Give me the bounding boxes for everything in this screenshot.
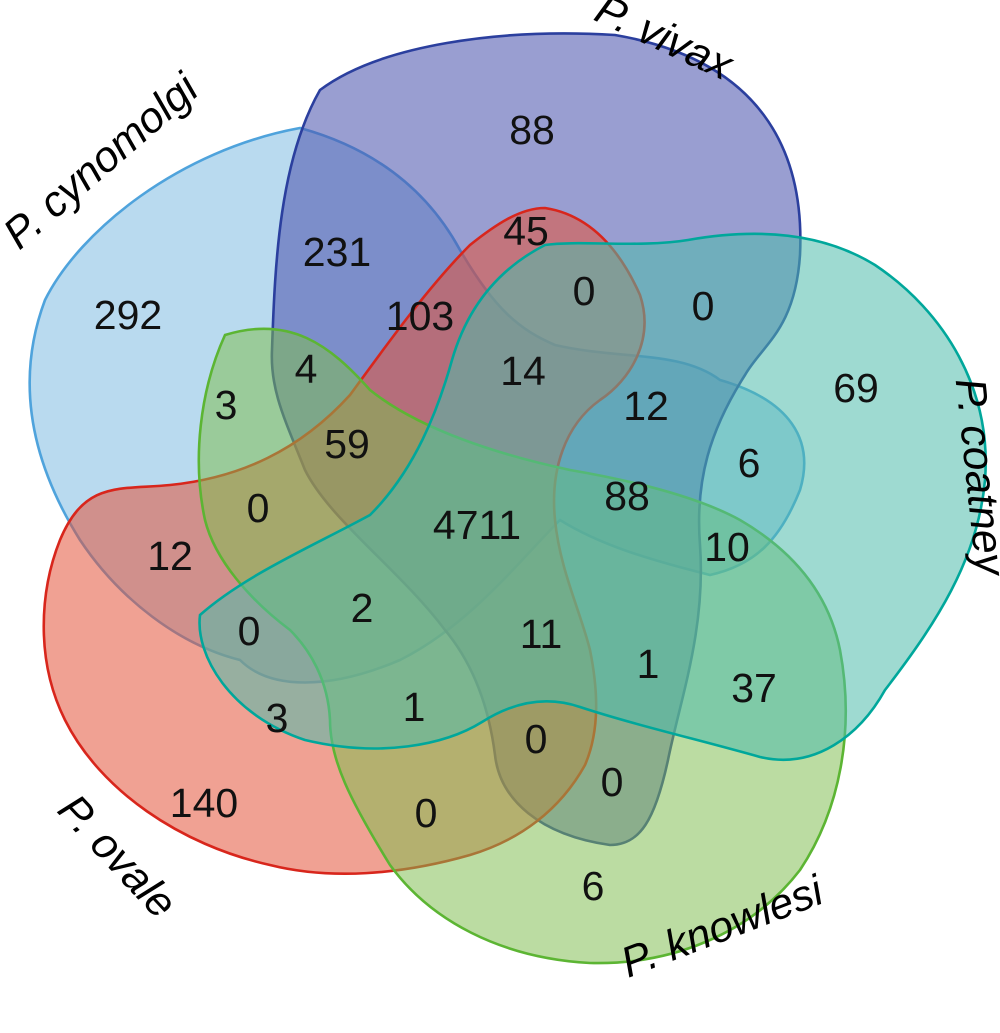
region-count-cynomolgi-vivax-coatney-ovale: 14	[500, 348, 546, 394]
set-shape-coatney	[198, 232, 987, 762]
region-count-coatney-knowlesi: 37	[731, 665, 777, 711]
region-count-knowlesi-ovale: 0	[415, 790, 438, 836]
region-count-vivax-coatney-knowlesi-ovale: 11	[520, 611, 563, 657]
region-count-cynomolgi-vivax-knowlesi: 4	[295, 346, 318, 392]
region-count-ovale-cynomolgi-vivax: 103	[386, 293, 454, 339]
region-count-cynomolgi-vivax-knowlesi-ovale: 59	[324, 421, 370, 467]
set-shapes	[28, 32, 987, 965]
region-count-knowlesi-cynomolgi: 3	[215, 382, 238, 428]
region-count-knowlesi-ovale-cynomolgi: 0	[247, 485, 270, 531]
region-count-cynomolgi-vivax-coatney-knowlesi-ovale: 4711	[433, 502, 521, 548]
region-count-coatney: 69	[833, 365, 879, 411]
region-count-cynomolgi: 292	[94, 292, 162, 338]
region-count-cynomolgi-vivax-coatney-knowlesi: 88	[604, 473, 650, 519]
region-count-cynomolgi-coatney-knowlesi: 10	[704, 524, 750, 570]
region-count-coatney-knowlesi-ovale: 1	[403, 684, 426, 730]
region-count-ovale-cynomolgi: 12	[147, 533, 193, 579]
region-count-vivax-coatney-knowlesi: 1	[637, 641, 660, 687]
region-count-vivax-coatney: 0	[692, 283, 715, 329]
region-count-cynomolgi-vivax-coatney: 12	[623, 383, 669, 429]
region-count-cynomolgi-vivax: 231	[303, 229, 371, 275]
region-count-ovale-vivax: 45	[503, 208, 549, 254]
region-count-vivax-coatney-ovale: 0	[573, 268, 596, 314]
region-count-cynomolgi-coatney-ovale: 0	[238, 608, 261, 654]
region-count-vivax: 88	[509, 107, 555, 153]
region-count-cynomolgi-coatney-knowlesi-ovale: 2	[351, 585, 374, 631]
region-count-coatney-ovale: 3	[266, 695, 289, 741]
region-count-cynomolgi-coatney: 6	[738, 440, 761, 486]
region-count-vivax-knowlesi: 0	[601, 759, 624, 805]
region-count-knowlesi: 6	[582, 863, 605, 909]
region-counts: 2928869614023103701260334512110103041000…	[94, 107, 879, 909]
region-count-ovale: 140	[170, 780, 238, 826]
region-count-vivax-knowlesi-ovale: 0	[525, 716, 548, 762]
